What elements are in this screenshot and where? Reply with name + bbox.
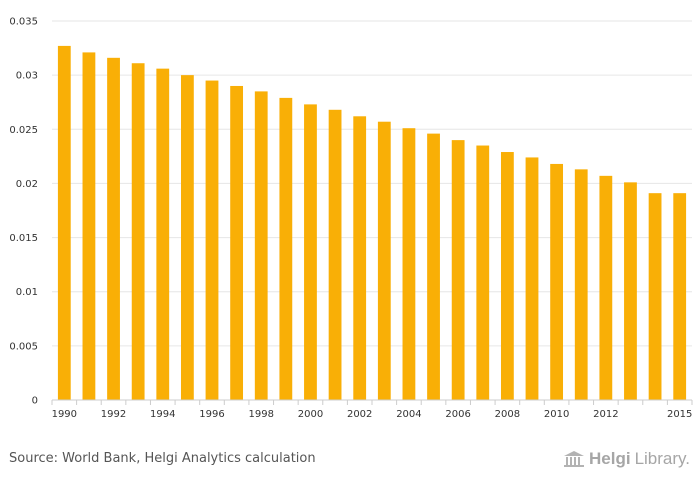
bar-1997 — [230, 85, 244, 400]
bar-2011 — [574, 169, 588, 400]
y-tick-label: 0.035 — [9, 17, 38, 28]
x-tick-label: 2012 — [593, 409, 618, 420]
library-building-icon — [564, 451, 584, 467]
bar-2009 — [525, 157, 539, 400]
bar-1993 — [131, 63, 145, 400]
x-tick-label: 2006 — [445, 409, 470, 420]
bar-1994 — [156, 68, 170, 400]
x-tick-label: 1992 — [101, 409, 126, 420]
bar-1996 — [205, 80, 219, 401]
y-tick-label: 0.025 — [9, 125, 38, 136]
helgi-library-logo: Helgi Library. — [563, 449, 690, 469]
bar-2001 — [328, 109, 342, 401]
y-tick-label: 0.02 — [16, 179, 38, 190]
x-tick-label: 1994 — [150, 409, 175, 420]
source-note: Source: World Bank, Helgi Analytics calc… — [9, 451, 316, 466]
bar-1991 — [82, 52, 96, 400]
x-tick-label: 2008 — [495, 409, 520, 420]
x-tick-label: 2004 — [396, 409, 421, 420]
bar-2008 — [500, 152, 514, 400]
x-tick-label: 2002 — [347, 409, 372, 420]
x-tick-label: 2010 — [544, 409, 569, 420]
x-tick-label: 2015 — [667, 409, 692, 420]
bar-2002 — [353, 116, 367, 400]
y-tick-label: 0.015 — [9, 233, 38, 244]
y-tick-label: 0 — [32, 396, 38, 407]
bar-2015 — [673, 193, 687, 400]
bar-2014 — [648, 193, 662, 400]
x-tick-label: 1990 — [52, 409, 77, 420]
y-axis-ticks: 0 0.005 0.01 0.015 0.02 0.025 0.03 0.035 — [9, 17, 38, 407]
grid-lines — [52, 20, 692, 347]
bars — [57, 45, 687, 401]
x-axis-ticks: 1990 1992 1994 1996 1998 2000 2002 2004 2006 2008… — [51, 400, 693, 420]
bar-1995 — [180, 75, 194, 401]
bar-1990 — [57, 45, 71, 401]
y-tick-label: 0.005 — [9, 341, 38, 352]
x-tick-label: 2000 — [298, 409, 323, 420]
logo-name: Helgi — [589, 449, 631, 468]
bar-2000 — [304, 104, 317, 400]
bar-1992 — [107, 57, 120, 401]
bar-2005 — [427, 133, 440, 401]
bar-2012 — [599, 175, 613, 400]
bar-2004 — [402, 128, 416, 400]
bar-2006 — [451, 140, 465, 400]
bar-2007 — [476, 145, 490, 400]
x-tick-label: 1998 — [249, 409, 274, 420]
bar-2013 — [624, 182, 637, 400]
bar-1998 — [254, 91, 268, 400]
x-tick-label: 1996 — [199, 409, 224, 420]
y-tick-label: 0.03 — [16, 71, 38, 82]
logo-suffix: Library. — [634, 449, 690, 468]
bar-2003 — [377, 121, 391, 400]
y-tick-label: 0.01 — [16, 287, 38, 298]
bar-2010 — [550, 163, 564, 400]
bar-1999 — [279, 97, 293, 400]
